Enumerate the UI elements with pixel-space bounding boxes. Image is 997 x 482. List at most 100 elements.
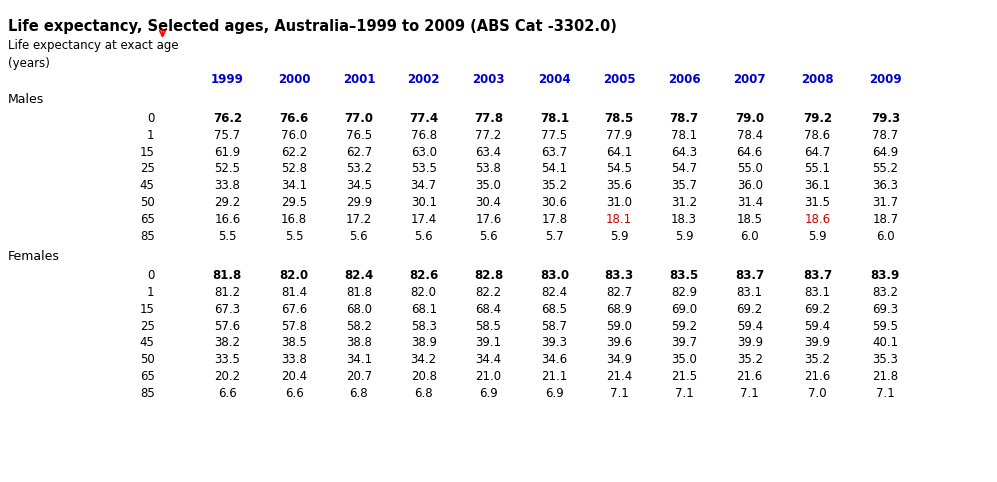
Text: 7.1: 7.1 [675,387,693,400]
Text: 39.9: 39.9 [737,336,763,349]
Text: 82.6: 82.6 [409,269,439,282]
Text: 6.0: 6.0 [741,230,759,243]
Text: 83.1: 83.1 [737,286,763,299]
Text: 38.2: 38.2 [214,336,240,349]
Text: 39.9: 39.9 [805,336,831,349]
Text: 62.7: 62.7 [346,146,372,159]
Text: 52.5: 52.5 [214,162,240,175]
Text: 82.4: 82.4 [541,286,567,299]
Text: 5.5: 5.5 [218,230,236,243]
Text: 21.4: 21.4 [606,370,632,383]
Text: 33.8: 33.8 [281,353,307,366]
Text: 34.1: 34.1 [346,353,372,366]
Text: 17.6: 17.6 [476,213,501,226]
Text: 5.6: 5.6 [350,230,368,243]
Text: 83.7: 83.7 [735,269,765,282]
Text: 82.7: 82.7 [606,286,632,299]
Text: 7.1: 7.1 [610,387,628,400]
Text: 45: 45 [140,179,155,192]
Text: 52.8: 52.8 [281,162,307,175]
Text: 50: 50 [140,353,155,366]
Text: 5.7: 5.7 [545,230,563,243]
Text: 79.0: 79.0 [735,112,765,125]
Text: 5.9: 5.9 [610,230,628,243]
Text: 31.7: 31.7 [872,196,898,209]
Text: 2002: 2002 [408,73,440,86]
Text: 67.3: 67.3 [214,303,240,316]
Text: 64.7: 64.7 [805,146,831,159]
Text: 5.6: 5.6 [480,230,498,243]
Text: 81.2: 81.2 [214,286,240,299]
Text: 2000: 2000 [278,73,310,86]
Text: Females: Females [8,250,60,263]
Text: 39.1: 39.1 [476,336,501,349]
Text: 76.2: 76.2 [212,112,242,125]
Text: 33.8: 33.8 [214,179,240,192]
Text: 18.6: 18.6 [805,213,831,226]
Text: 63.4: 63.4 [476,146,501,159]
Text: 58.3: 58.3 [411,320,437,333]
Text: 77.5: 77.5 [541,129,567,142]
Text: 5.6: 5.6 [415,230,433,243]
Text: 63.0: 63.0 [411,146,437,159]
Text: 31.4: 31.4 [737,196,763,209]
Text: 78.7: 78.7 [872,129,898,142]
Text: 79.3: 79.3 [870,112,900,125]
Text: 77.4: 77.4 [409,112,439,125]
Text: 21.5: 21.5 [671,370,697,383]
Text: 2006: 2006 [668,73,700,86]
Text: 7.1: 7.1 [876,387,894,400]
Text: 39.3: 39.3 [541,336,567,349]
Text: 59.5: 59.5 [872,320,898,333]
Text: 2003: 2003 [473,73,504,86]
Text: 35.6: 35.6 [606,179,632,192]
Text: 1: 1 [147,129,155,142]
Text: 35.3: 35.3 [872,353,898,366]
Text: 77.9: 77.9 [606,129,632,142]
Text: 83.7: 83.7 [803,269,832,282]
Text: 35.2: 35.2 [805,353,831,366]
Text: 6.8: 6.8 [415,387,433,400]
Text: 77.0: 77.0 [344,112,374,125]
Text: 2005: 2005 [603,73,635,86]
Text: 20.4: 20.4 [281,370,307,383]
Text: 35.0: 35.0 [671,353,697,366]
Text: 17.2: 17.2 [346,213,372,226]
Text: 45: 45 [140,336,155,349]
Text: 85: 85 [140,387,155,400]
Text: 77.8: 77.8 [474,112,503,125]
Text: 18.5: 18.5 [737,213,763,226]
Text: 58.7: 58.7 [541,320,567,333]
Text: 69.2: 69.2 [737,303,763,316]
Text: 6.9: 6.9 [545,387,563,400]
Text: 55.2: 55.2 [872,162,898,175]
Text: 5.9: 5.9 [809,230,827,243]
Text: 83.1: 83.1 [805,286,831,299]
Text: 59.4: 59.4 [805,320,831,333]
Text: 58.5: 58.5 [476,320,501,333]
Text: 57.6: 57.6 [214,320,240,333]
Text: 76.8: 76.8 [411,129,437,142]
Text: 21.6: 21.6 [737,370,763,383]
Text: 83.0: 83.0 [539,269,569,282]
Text: 78.5: 78.5 [604,112,634,125]
Text: 82.2: 82.2 [476,286,501,299]
Text: 25: 25 [140,320,155,333]
Text: 57.8: 57.8 [281,320,307,333]
Text: Males: Males [8,93,44,106]
Text: 2004: 2004 [538,73,570,86]
Text: 65: 65 [140,370,155,383]
Text: 78.7: 78.7 [669,112,699,125]
Text: 2009: 2009 [869,73,901,86]
Text: 69.0: 69.0 [671,303,697,316]
Text: 35.0: 35.0 [476,179,501,192]
Text: 76.0: 76.0 [281,129,307,142]
Text: 20.7: 20.7 [346,370,372,383]
Text: 59.2: 59.2 [671,320,697,333]
Text: 65: 65 [140,213,155,226]
Text: 5.9: 5.9 [675,230,693,243]
Text: 59.0: 59.0 [606,320,632,333]
Text: 77.2: 77.2 [476,129,501,142]
Text: 29.5: 29.5 [281,196,307,209]
Text: 83.9: 83.9 [870,269,900,282]
